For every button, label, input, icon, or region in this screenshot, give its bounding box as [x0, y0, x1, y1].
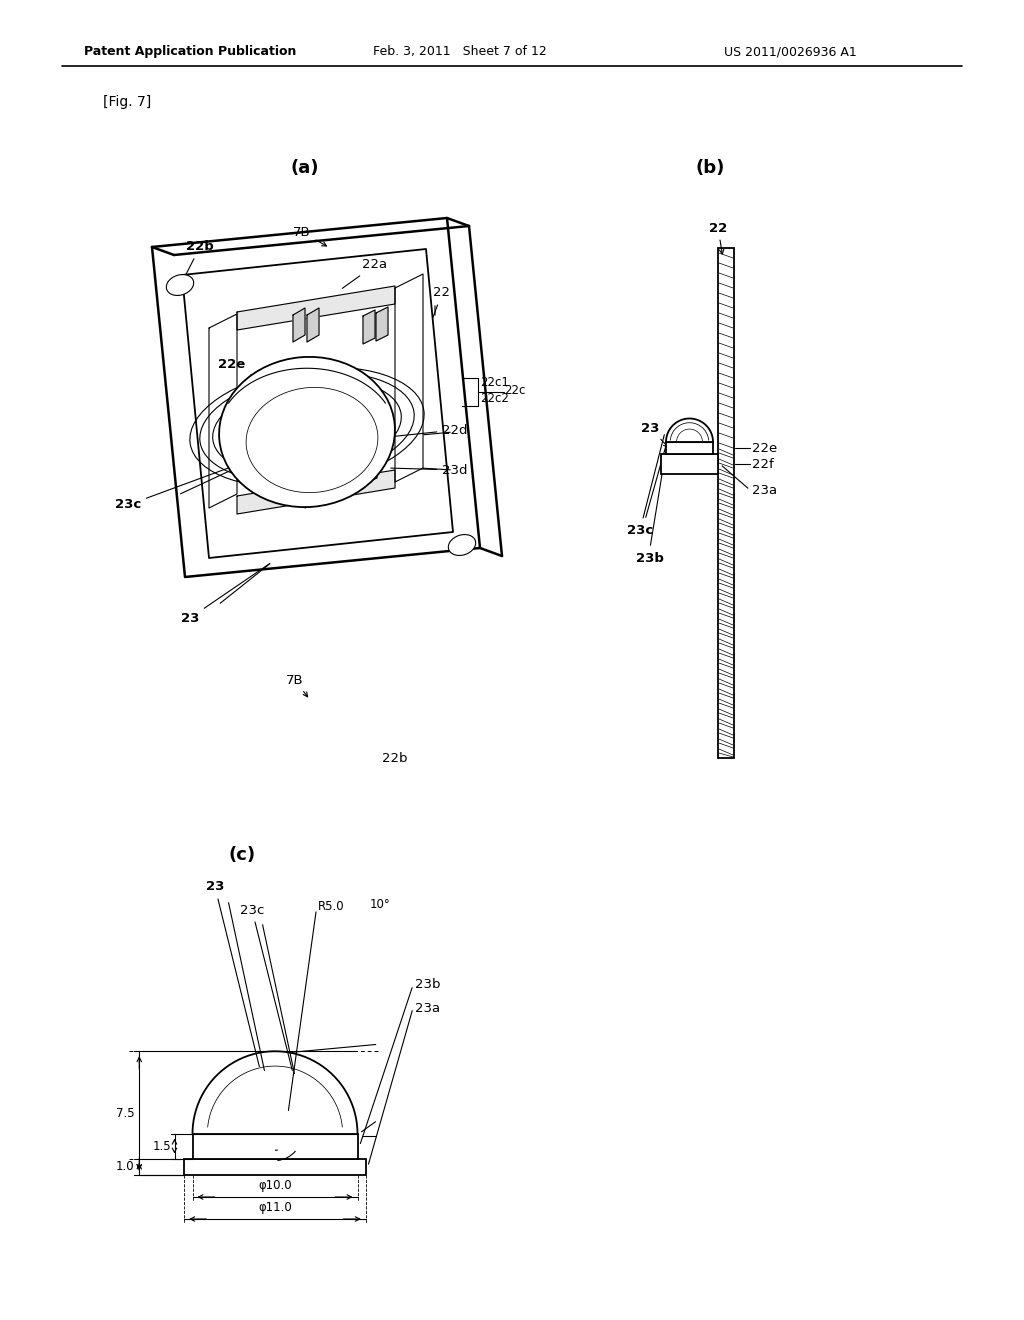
- Text: 7B: 7B: [286, 673, 307, 697]
- Text: [Fig. 7]: [Fig. 7]: [103, 95, 152, 110]
- Text: 23c: 23c: [115, 461, 248, 511]
- Text: 22c1: 22c1: [480, 376, 509, 389]
- Text: 23c: 23c: [240, 903, 292, 1071]
- Text: US 2011/0026936 A1: US 2011/0026936 A1: [724, 45, 856, 58]
- Polygon shape: [305, 478, 318, 508]
- Text: 7.5: 7.5: [116, 1106, 134, 1119]
- Text: Feb. 3, 2011   Sheet 7 of 12: Feb. 3, 2011 Sheet 7 of 12: [373, 45, 547, 58]
- Text: 22: 22: [709, 222, 727, 253]
- Bar: [718, 248, 734, 758]
- Ellipse shape: [449, 535, 476, 556]
- Text: (a): (a): [291, 158, 319, 177]
- Text: 23a: 23a: [415, 1002, 440, 1015]
- Text: φ10.0: φ10.0: [258, 1179, 292, 1192]
- Text: 23a: 23a: [752, 483, 777, 496]
- Text: 22d: 22d: [391, 424, 468, 437]
- Text: 22b: 22b: [181, 240, 214, 284]
- Text: 22c: 22c: [504, 384, 525, 396]
- Polygon shape: [293, 308, 305, 342]
- Polygon shape: [362, 310, 375, 345]
- Text: 10°: 10°: [370, 899, 391, 912]
- Text: 1.5: 1.5: [153, 1139, 171, 1152]
- Text: φ11.0: φ11.0: [258, 1200, 292, 1213]
- Text: 22e: 22e: [218, 359, 252, 375]
- Text: 23: 23: [641, 421, 669, 447]
- Polygon shape: [376, 308, 388, 341]
- Text: R5.0: R5.0: [318, 900, 345, 913]
- Polygon shape: [365, 455, 377, 483]
- Text: 23: 23: [181, 564, 269, 624]
- Text: 23d: 23d: [391, 463, 468, 477]
- Polygon shape: [152, 218, 480, 577]
- Text: 22b: 22b: [382, 751, 408, 764]
- Ellipse shape: [219, 356, 395, 507]
- Text: 23b: 23b: [415, 978, 440, 991]
- Text: 23c: 23c: [627, 434, 665, 536]
- Polygon shape: [182, 249, 453, 558]
- Text: (b): (b): [695, 158, 725, 177]
- Bar: [184, 1159, 366, 1175]
- Text: 22: 22: [433, 286, 451, 317]
- Text: 1.0: 1.0: [116, 1160, 134, 1173]
- Text: 22c2: 22c2: [480, 392, 509, 404]
- Bar: [662, 454, 718, 474]
- Text: (c): (c): [228, 846, 256, 865]
- Text: 7B: 7B: [293, 226, 327, 246]
- Text: 22e: 22e: [752, 441, 777, 454]
- Polygon shape: [237, 470, 395, 513]
- Text: 23b: 23b: [636, 552, 664, 565]
- Text: 22a: 22a: [342, 259, 387, 288]
- Polygon shape: [237, 286, 395, 330]
- Bar: [666, 442, 713, 454]
- Text: 23: 23: [206, 880, 259, 1067]
- Text: Patent Application Publication: Patent Application Publication: [84, 45, 296, 58]
- Ellipse shape: [166, 275, 194, 296]
- Polygon shape: [307, 308, 319, 342]
- Text: 22f: 22f: [752, 458, 774, 470]
- Bar: [193, 1134, 357, 1159]
